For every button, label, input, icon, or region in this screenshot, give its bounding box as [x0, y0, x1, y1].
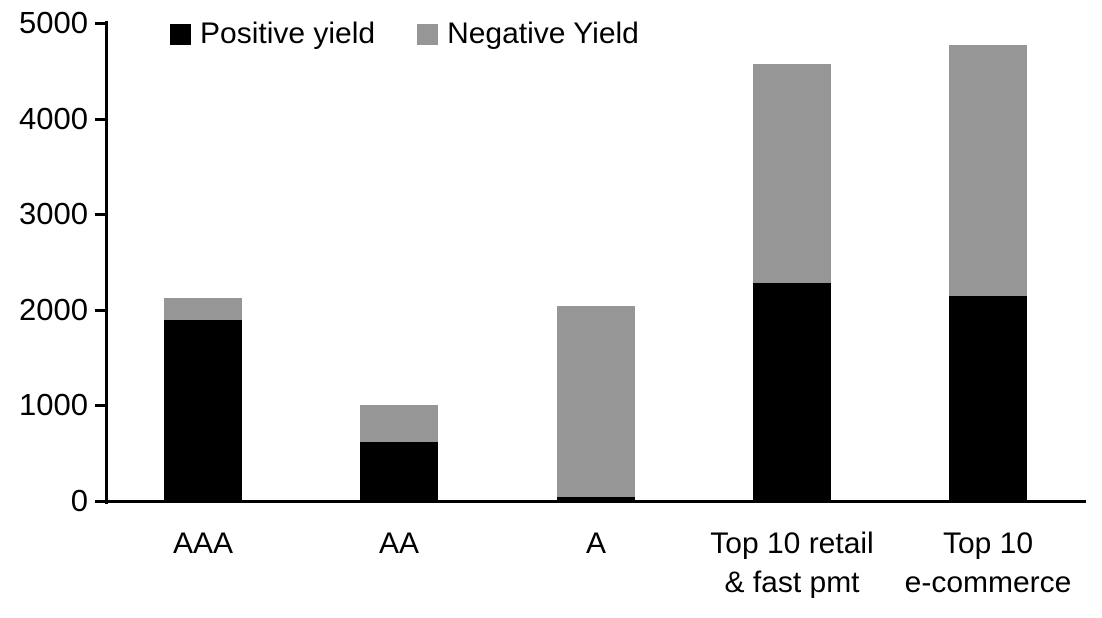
y-tick-mark — [95, 118, 105, 121]
y-axis-tick-label: 0 — [70, 483, 88, 518]
bar-segment-positive-yield — [753, 283, 831, 501]
x-axis-category-label: Top 10 e-commerce — [904, 527, 1072, 599]
y-axis-tick-label: 5000 — [19, 5, 88, 40]
y-tick-mark — [95, 213, 105, 216]
legend-item-negative-yield: Negative Yield — [417, 17, 639, 51]
x-axis-category-label: AAA — [172, 527, 234, 560]
x-axis-line — [95, 500, 1086, 503]
y-tick-mark — [95, 404, 105, 407]
negative-yield-swatch-icon — [417, 23, 439, 45]
positive-yield-swatch-icon — [170, 23, 191, 45]
bar-segment-positive-yield — [557, 497, 635, 501]
legend: Positive yield Negative Yield — [170, 17, 639, 51]
y-axis-line — [105, 21, 108, 504]
bar-segment-negative-yield — [753, 64, 831, 283]
x-axis-category-label: AA — [378, 527, 420, 560]
bar-segment-positive-yield — [164, 320, 242, 501]
bar-segment-negative-yield — [557, 306, 635, 498]
y-axis-tick-label: 4000 — [19, 101, 88, 136]
x-axis-category-label: A — [585, 527, 606, 560]
y-tick-mark — [95, 309, 105, 312]
x-axis-category-label: Top 10 retail & fast pmt — [710, 527, 874, 599]
y-axis-tick-label: 1000 — [19, 387, 88, 422]
bar-segment-negative-yield — [949, 45, 1027, 296]
bar-segment-positive-yield — [360, 442, 438, 501]
legend-item-positive-yield: Positive yield — [170, 17, 375, 51]
y-axis-tick-label: 3000 — [19, 196, 88, 231]
y-tick-mark — [95, 22, 105, 25]
legend-label-positive-yield: Positive yield — [200, 17, 376, 50]
legend-label-negative-yield: Negative Yield — [447, 17, 639, 50]
bar-segment-negative-yield — [164, 298, 242, 321]
bar-segment-negative-yield — [360, 405, 438, 443]
bar-segment-positive-yield — [949, 295, 1027, 501]
y-axis-tick-label: 2000 — [19, 292, 88, 327]
